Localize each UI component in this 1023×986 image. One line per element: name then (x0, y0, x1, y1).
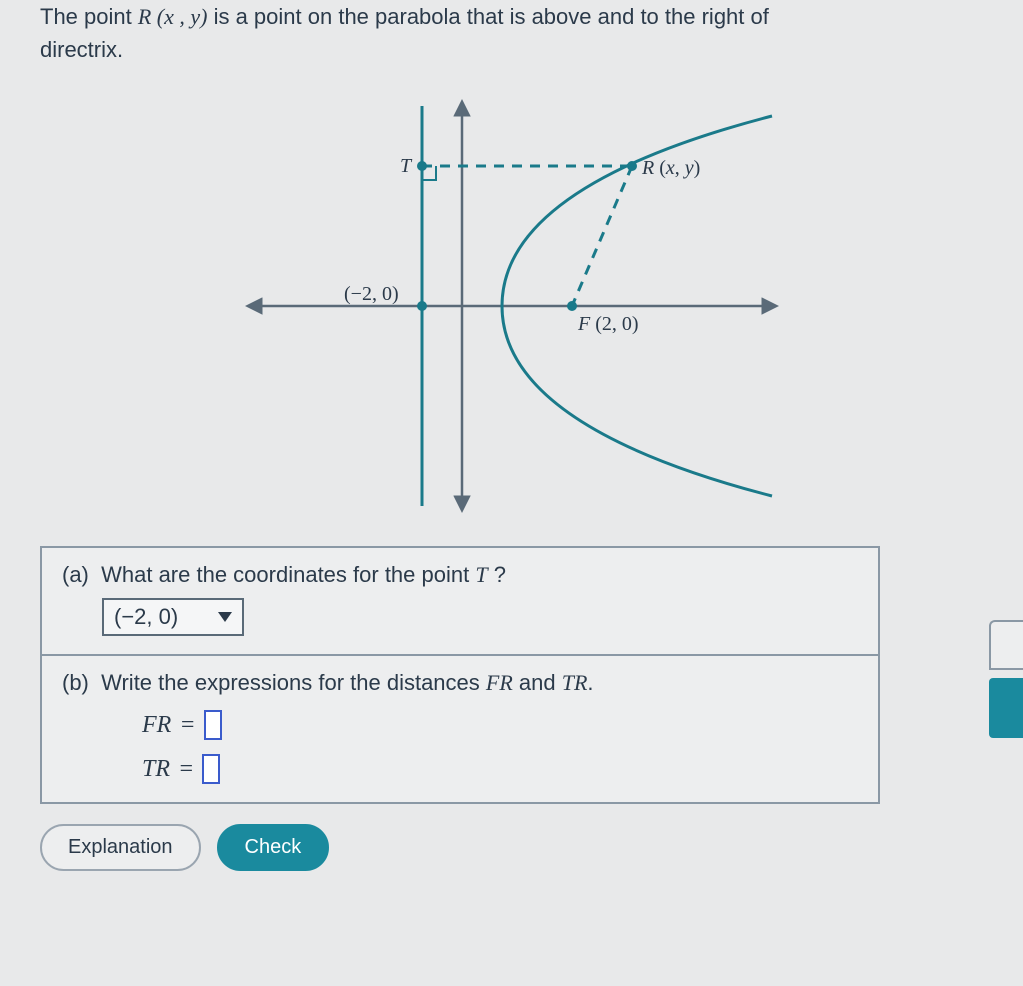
side-box-filled[interactable] (989, 678, 1023, 738)
svg-text:T: T (400, 155, 413, 177)
coord-dropdown[interactable]: (−2, 0) (102, 598, 244, 636)
fr-input[interactable] (204, 710, 222, 740)
eq-tr: TR = (142, 754, 858, 784)
svg-text:F (2, 0): F (2, 0) (577, 313, 639, 335)
dropdown-value: (−2, 0) (114, 604, 178, 630)
check-button[interactable]: Check (217, 824, 330, 871)
eq-fr: FR = (142, 710, 858, 740)
question-box: (a) What are the coordinates for the poi… (40, 546, 880, 804)
eq-equals: = (179, 712, 195, 739)
prompt-math: R (x , y) (138, 4, 208, 29)
parabola-diagram: T R (x, y) F (2, 0) (−2, 0) (232, 76, 792, 516)
svg-text:(−2, 0): (−2, 0) (344, 283, 399, 305)
diagram-container: T R (x, y) F (2, 0) (−2, 0) (40, 76, 983, 516)
prompt-pre: The point (40, 4, 138, 29)
side-box-outline[interactable] (989, 620, 1023, 670)
question-a-prompt: (a) What are the coordinates for the poi… (62, 562, 858, 588)
eq-tr-lhs: TR (142, 756, 170, 783)
side-panel (989, 620, 1023, 740)
eq-fr-lhs: FR (142, 712, 171, 739)
chevron-down-icon (218, 612, 232, 622)
eq-equals: = (178, 756, 194, 783)
prompt-post: is a point on the parabola that is above… (207, 4, 768, 29)
question-b: (b) Write the expressions for the distan… (42, 654, 878, 802)
problem-prompt: The point R (x , y) is a point on the pa… (40, 0, 983, 66)
prompt-line2: directrix. (40, 37, 123, 62)
button-row: Explanation Check (40, 824, 983, 871)
svg-text:R (x, y): R (x, y) (641, 157, 700, 179)
question-b-prompt: (b) Write the expressions for the distan… (62, 670, 858, 696)
question-a: (a) What are the coordinates for the poi… (42, 548, 878, 654)
explanation-button[interactable]: Explanation (40, 824, 201, 871)
tr-input[interactable] (202, 754, 220, 784)
